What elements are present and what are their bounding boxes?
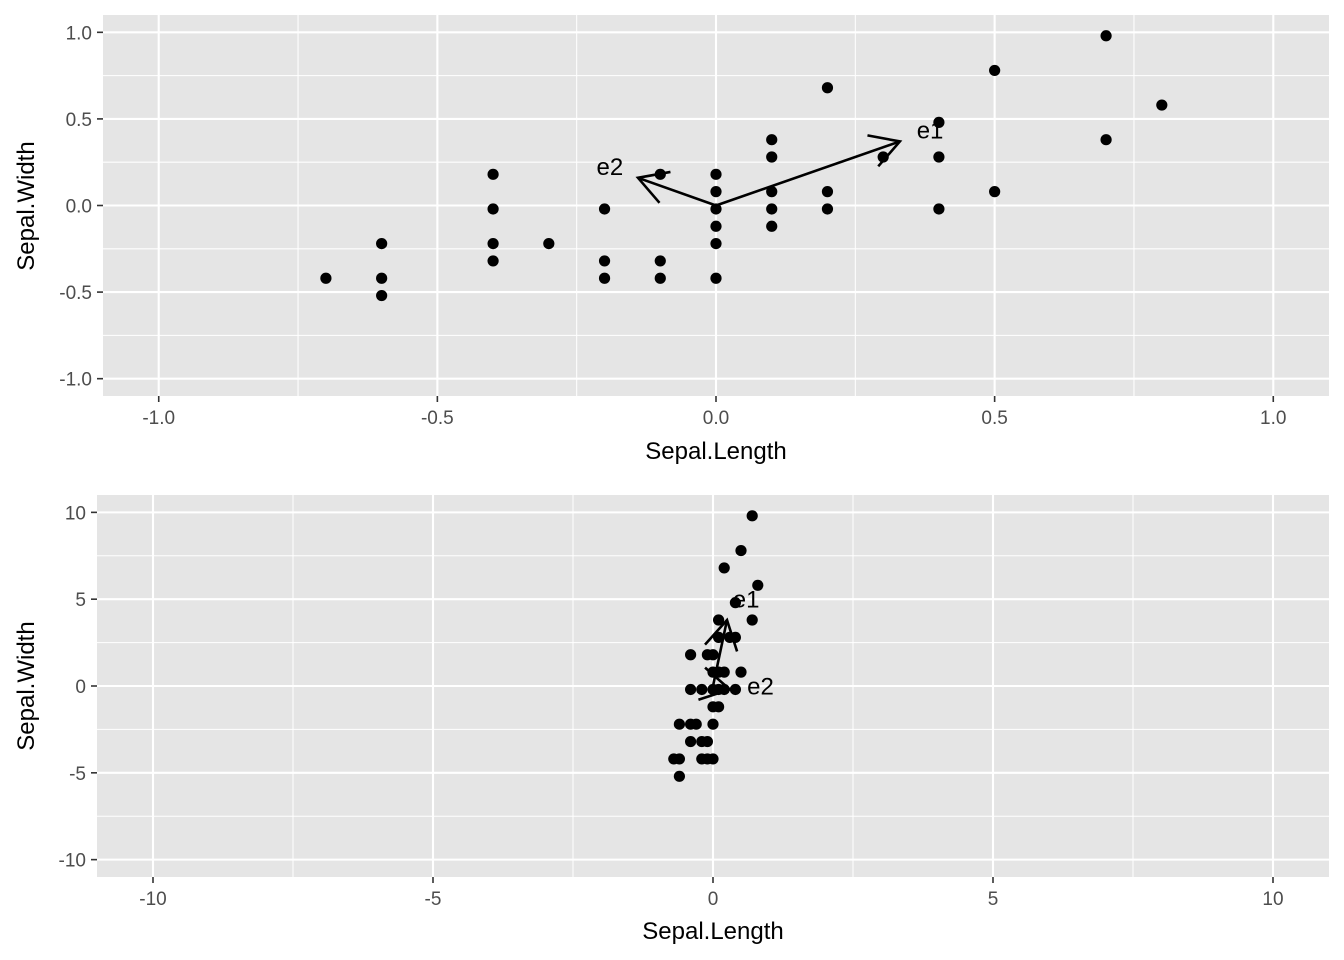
data-point: [673, 753, 686, 765]
x-axis-title: Sepal.Length: [642, 918, 783, 945]
data-point: [766, 151, 778, 163]
data-point: [933, 116, 945, 128]
data-point: [1100, 134, 1112, 146]
x-tick-label: 0: [708, 889, 719, 910]
x-tick-label: -0.5: [421, 408, 454, 429]
vector-label-e1: e1: [733, 586, 760, 613]
data-point: [685, 735, 697, 748]
data-point: [707, 649, 719, 661]
x-tick-label: 0.5: [981, 408, 1007, 429]
data-point: [376, 289, 388, 302]
vector-arrowhead-e2: [635, 170, 671, 204]
data-point: [1156, 99, 1168, 111]
data-point: [735, 666, 747, 678]
vector-line-e2: [712, 684, 731, 691]
x-tick-label: -10: [139, 889, 166, 910]
data-point: [685, 683, 697, 696]
x-tick-label: -5: [425, 889, 442, 910]
y-axis-title: Sepal.Width: [13, 141, 40, 270]
data-point: [821, 186, 834, 198]
data-point: [752, 579, 764, 591]
data-point: [821, 82, 834, 94]
data-point: [598, 255, 611, 267]
data-point: [746, 614, 758, 626]
data-point: [376, 238, 388, 250]
chart-panel-1: -1.0 -0.5 0.0 0.5 1.0 -1.0 -0.5 0.0 0.5 1.0 e1 e2 Se…: [13, 15, 1329, 465]
x-tick-label: 5: [988, 889, 999, 910]
data-point: [487, 203, 499, 215]
data-point: [487, 238, 499, 250]
data-point: [654, 272, 666, 284]
data-point: [707, 718, 719, 730]
vector-line-e1: [715, 140, 901, 207]
data-point: [598, 203, 611, 215]
y-tick-label: 0: [75, 677, 86, 698]
data-point: [713, 701, 725, 713]
y-tick-label: -5: [69, 764, 86, 785]
data-point: [707, 753, 719, 765]
data-point: [766, 220, 778, 232]
data-point: [690, 718, 702, 730]
y-tick-label: 5: [75, 590, 86, 611]
y-tick-label: -1.0: [59, 370, 92, 391]
y-tick-label: 0.5: [66, 110, 92, 131]
y-tick-label: -10: [59, 851, 86, 872]
data-point: [710, 203, 722, 215]
data-point: [710, 238, 722, 250]
data-point: [821, 203, 834, 215]
data-point: [713, 614, 725, 626]
data-point: [710, 272, 722, 284]
data-point: [598, 272, 611, 284]
chart-panel-2: -10 -5 0 5 10 -10 -5 0 5 10 e1 e2 Sepal.Length Sepal.…: [13, 495, 1329, 945]
data-point: [766, 186, 778, 198]
y-tick-label: 0.0: [66, 197, 92, 218]
vector-line-e2: [637, 176, 717, 207]
x-tick-label: 0.0: [703, 408, 729, 429]
data-point: [710, 220, 722, 232]
x-tick-label: 1.0: [1260, 408, 1286, 429]
vector-arrowhead-e1: [867, 134, 903, 168]
y-tick-label: 10: [65, 503, 86, 524]
data-point: [933, 151, 945, 163]
data-point: [729, 683, 742, 696]
data-point: [989, 64, 1001, 77]
vector-label-e2: e2: [596, 154, 623, 181]
x-tick-label: 10: [1262, 889, 1283, 910]
vector-label-e1: e1: [917, 117, 944, 144]
data-point: [685, 649, 697, 661]
vector-arrowhead-e2: [698, 666, 733, 701]
x-axis-title: Sepal.Length: [645, 438, 786, 465]
data-point: [673, 770, 686, 782]
data-point: [877, 151, 889, 163]
data-point: [1100, 30, 1112, 42]
y-axis-title: Sepal.Width: [13, 621, 40, 750]
data-point: [696, 683, 708, 696]
data-point: [746, 510, 758, 522]
data-point: [933, 203, 945, 215]
data-point: [487, 168, 499, 180]
data-point: [673, 718, 686, 730]
data-point: [376, 272, 388, 284]
data-point: [766, 134, 778, 146]
data-point: [320, 272, 332, 284]
data-point: [487, 255, 499, 267]
y-tick-label: -0.5: [59, 283, 92, 304]
data-point: [710, 186, 722, 198]
data-point: [735, 544, 747, 557]
data-point: [654, 255, 666, 267]
data-point: [718, 666, 730, 678]
data-point: [989, 186, 1001, 198]
data-point: [718, 562, 730, 574]
y-tick-label: 1.0: [66, 23, 92, 44]
vector-arrowhead-e1: [704, 617, 739, 652]
x-tick-label: -1.0: [142, 408, 175, 429]
data-point: [766, 203, 778, 215]
data-point: [543, 238, 555, 250]
data-point: [729, 597, 742, 609]
vector-label-e2: e2: [747, 674, 774, 701]
data-point: [710, 168, 722, 180]
data-point: [701, 735, 714, 748]
